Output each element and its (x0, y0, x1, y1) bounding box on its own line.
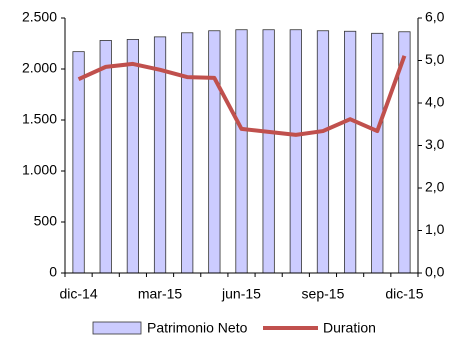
y2-tick-label: 5,0 (425, 51, 445, 67)
y2-tick-label: 6,0 (425, 9, 445, 25)
y-tick-label: 2.500 (22, 9, 57, 25)
bar (99, 40, 112, 274)
bar (316, 30, 330, 274)
y2-tick-label: 0,0 (425, 264, 445, 280)
y-tick-label: 2.000 (22, 60, 57, 76)
y2-tick-label: 3,0 (425, 136, 445, 152)
x-tick-label: jun-15 (221, 286, 261, 302)
legend-label: Patrimonio Neto (147, 320, 248, 336)
x-tick-label: sep-15 (302, 286, 345, 302)
x-tick-label: mar-15 (138, 286, 183, 302)
bar (344, 30, 357, 274)
y-tick-label: 1.000 (22, 162, 57, 178)
y-tick-label: 500 (34, 213, 58, 229)
bar (126, 39, 139, 274)
bar (235, 29, 248, 274)
legend-swatch (92, 321, 142, 335)
bar (72, 51, 85, 274)
line (77, 55, 407, 137)
x-tick-label: dic-14 (60, 286, 98, 302)
bar (371, 32, 384, 274)
y-tick-label: 0 (49, 264, 57, 280)
y2-tick-label: 1,0 (425, 221, 445, 237)
bar (262, 29, 275, 274)
bar (208, 30, 221, 274)
bar (289, 29, 302, 274)
y2-tick-label: 4,0 (425, 94, 445, 110)
y2-tick-label: 2,0 (425, 179, 445, 195)
x-tick-label: dic-15 (385, 286, 423, 302)
bar (181, 32, 194, 274)
legend-label: Duration (323, 320, 376, 336)
y-tick-label: 1.500 (22, 111, 57, 127)
